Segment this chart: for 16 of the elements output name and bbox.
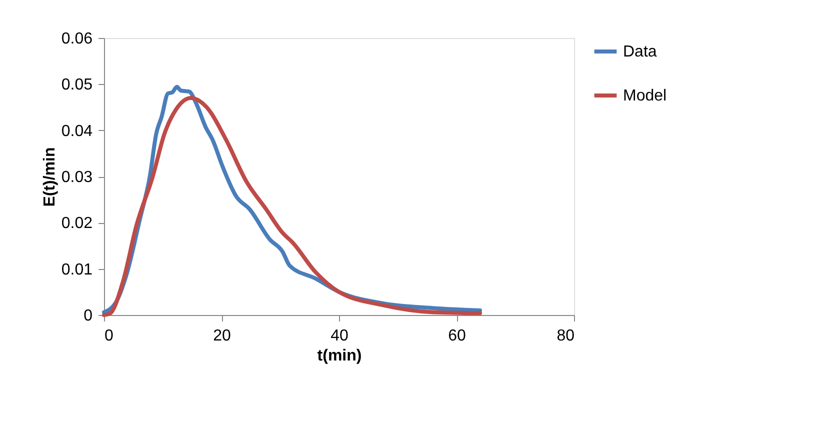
y-tick-label: 0.01 xyxy=(61,261,93,278)
y-tick-label: 0.04 xyxy=(61,122,93,140)
x-axis-title: t(min) xyxy=(317,348,362,364)
y-tick-label: 0 xyxy=(84,308,93,324)
y-tick-label: 0.06 xyxy=(61,30,93,48)
y-tick-label: 0.05 xyxy=(61,76,93,94)
legend-label: Data xyxy=(623,44,657,60)
y-tick-label: 0.02 xyxy=(61,215,93,232)
legend-label: Model xyxy=(623,88,667,104)
x-tick-label: 80 xyxy=(556,328,575,344)
y-axis-title: E(t)/min xyxy=(41,147,58,207)
y-tick-label: 0.03 xyxy=(61,169,93,186)
x-tick-label: 0 xyxy=(104,328,114,344)
x-tick-label: 40 xyxy=(330,328,348,344)
x-tick-label: 60 xyxy=(448,328,466,344)
x-tick-label: 20 xyxy=(213,328,231,344)
